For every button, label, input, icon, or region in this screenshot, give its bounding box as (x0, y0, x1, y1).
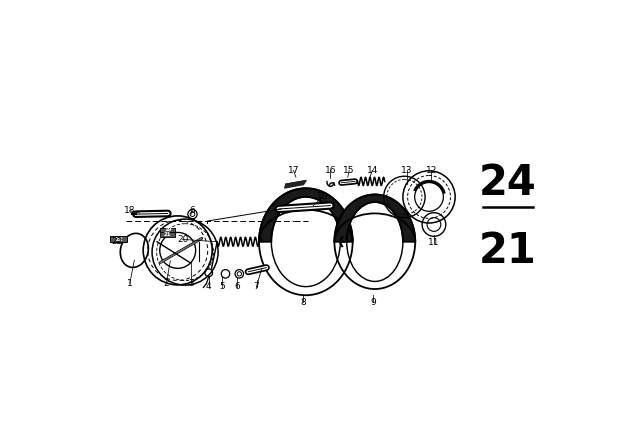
Bar (110, 236, 127, 242)
Text: 6: 6 (189, 206, 195, 215)
Bar (161, 232, 175, 237)
Text: 17: 17 (288, 166, 300, 175)
Polygon shape (259, 188, 353, 242)
Text: 13: 13 (401, 166, 413, 175)
Polygon shape (285, 181, 306, 188)
Text: 21: 21 (479, 230, 537, 271)
Text: 22: 22 (111, 237, 123, 246)
Text: 3: 3 (188, 279, 194, 288)
Text: 16: 16 (324, 166, 336, 175)
Text: 4: 4 (206, 282, 212, 291)
Text: 22: 22 (114, 237, 123, 242)
Polygon shape (335, 194, 415, 242)
Text: 7: 7 (253, 282, 259, 291)
Text: 19: 19 (164, 228, 172, 233)
Text: 15: 15 (344, 166, 355, 175)
Text: 5: 5 (219, 282, 225, 291)
Text: 8: 8 (301, 297, 306, 306)
Text: 10: 10 (317, 193, 329, 202)
Text: 1: 1 (127, 279, 132, 288)
Text: 24: 24 (479, 162, 537, 204)
Text: 9: 9 (371, 297, 376, 306)
Text: 11: 11 (428, 238, 440, 247)
Text: 2: 2 (164, 279, 169, 288)
Text: 20: 20 (177, 235, 188, 244)
Text: 12: 12 (426, 166, 437, 175)
Text: 18: 18 (124, 206, 136, 215)
Text: 6: 6 (234, 282, 240, 291)
Text: 21: 21 (164, 232, 172, 237)
Text: 14: 14 (367, 166, 378, 175)
Bar (161, 228, 175, 232)
